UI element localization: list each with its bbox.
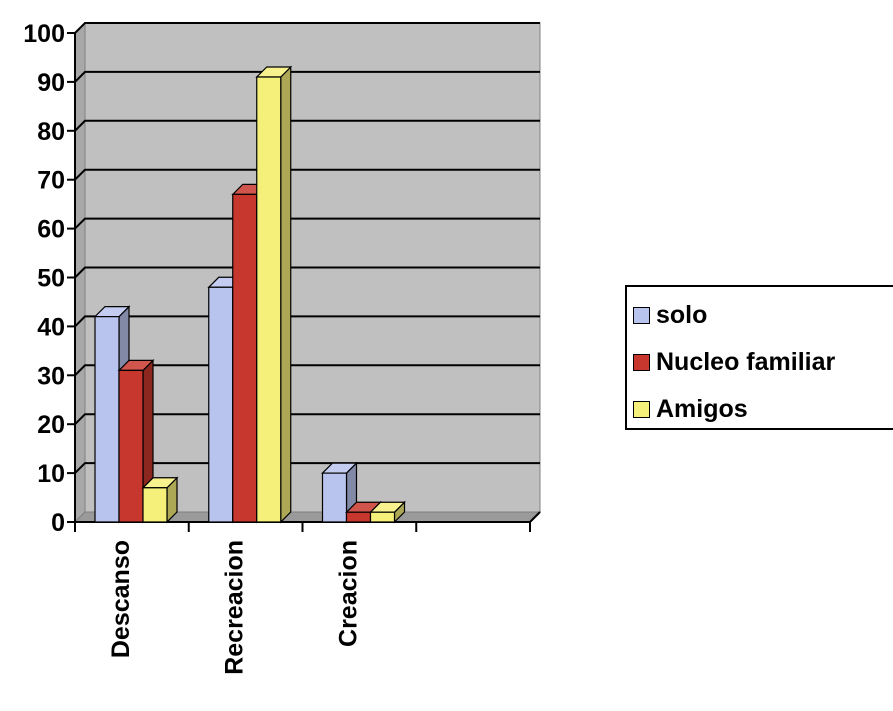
gridline [74, 168, 540, 181]
x-axis-end [529, 511, 541, 523]
bar-front [208, 286, 234, 523]
y-tick-label: 30 [37, 362, 65, 390]
y-tick-label: 70 [37, 167, 65, 195]
bar [255, 65, 293, 524]
y-tick-label: 100 [23, 20, 65, 48]
y-tick-label: 60 [37, 216, 65, 244]
bar-front [321, 472, 348, 523]
y-tick-label: 0 [51, 509, 65, 537]
bar [117, 358, 155, 524]
gridline [74, 70, 540, 83]
gridline [74, 364, 540, 377]
bar-front [345, 511, 372, 523]
bar-front [118, 369, 144, 523]
y-tick-label: 40 [37, 313, 65, 341]
bar [321, 461, 358, 524]
legend-swatch-amigos [633, 401, 650, 418]
bar-front [232, 193, 258, 523]
y-tick-label: 10 [37, 460, 65, 488]
bar-front [369, 511, 396, 523]
y-tick-label: 20 [37, 411, 65, 439]
bar-front [142, 487, 168, 523]
legend-label-solo: solo [656, 301, 708, 329]
bar-front [256, 76, 282, 523]
gridline [74, 119, 540, 132]
gridline [74, 315, 540, 328]
legend-swatch-solo [633, 307, 650, 324]
y-tick-label: 50 [37, 265, 65, 293]
bar [369, 500, 406, 524]
gridline [74, 217, 540, 230]
bar-front [94, 316, 120, 523]
x-tick-label: Creacion [334, 540, 362, 647]
x-tick-label: Recreacion [221, 540, 249, 675]
gridline [74, 462, 540, 474]
bar-side [280, 65, 292, 524]
legend-swatch-nucleo-familiar [633, 354, 650, 371]
y-tick-label: 80 [37, 118, 65, 146]
gridline [74, 266, 540, 279]
x-tick-label: Descanso [107, 540, 135, 658]
legend-label-amigos: Amigos [656, 395, 748, 423]
legend-item-amigos: Amigos [633, 395, 748, 424]
gridline [74, 22, 540, 34]
legend-item-solo: solo [633, 301, 707, 330]
legend: solo Nucleo familiar Amigos [625, 285, 893, 430]
legend-item-nucleo-familiar: Nucleo familiar [633, 348, 835, 377]
bar [141, 476, 179, 524]
y-tick-label: 90 [37, 69, 65, 97]
legend-label-nucleo-familiar: Nucleo familiar [656, 348, 836, 376]
gridline [74, 413, 540, 425]
